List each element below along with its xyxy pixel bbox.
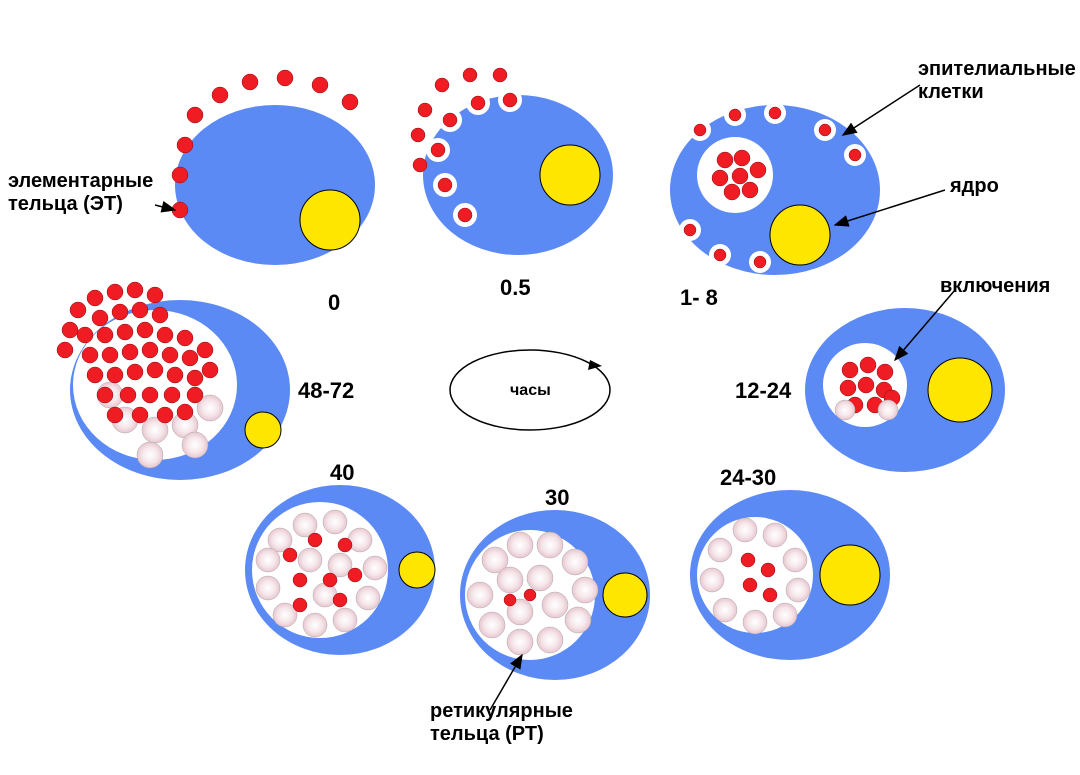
time-40: 40 [330, 460, 354, 486]
label-inclusions: включения [940, 275, 1050, 298]
arrow-elementary [155, 205, 175, 210]
time-1-8: 1- 8 [680, 285, 718, 311]
time-05: 0.5 [500, 275, 531, 301]
label-epithelial: эпителиальныеклетки [918, 58, 1076, 104]
cell-stage-1-8 [670, 102, 880, 275]
label-elementary: элементарныетельца (ЭТ) [8, 170, 153, 216]
label-nucleus: ядро [950, 175, 999, 198]
hours-arrow [588, 360, 602, 370]
time-24-30: 24-30 [720, 465, 776, 491]
cell-stage-48-72 [57, 282, 290, 480]
cell-stage-05 [411, 68, 613, 255]
cell-stage-24-30 [690, 490, 890, 660]
cell-stage-40 [245, 485, 435, 655]
time-0: 0 [328, 290, 340, 316]
cell-stage-0 [172, 70, 375, 265]
time-30: 30 [545, 485, 569, 511]
arrow-epithelial [843, 85, 920, 135]
cell-stage-30 [460, 510, 650, 680]
time-12-24: 12-24 [735, 378, 791, 404]
label-reticular: ретикулярныетельца (РТ) [430, 700, 573, 746]
cell-stage-12-24 [805, 308, 1005, 472]
label-hours: часы [510, 382, 551, 400]
time-48-72: 48-72 [298, 378, 354, 404]
